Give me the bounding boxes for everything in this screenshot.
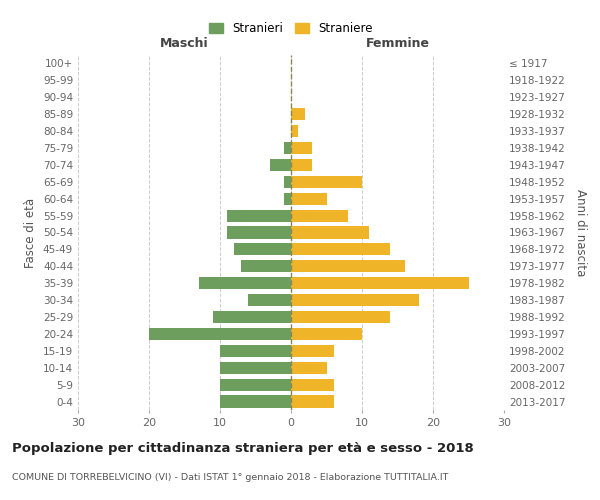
Bar bbox=[291, 210, 348, 222]
Bar bbox=[227, 226, 291, 238]
Bar bbox=[291, 244, 391, 256]
Y-axis label: Fasce di età: Fasce di età bbox=[25, 198, 37, 268]
Bar bbox=[291, 142, 313, 154]
Bar bbox=[291, 362, 326, 374]
Bar bbox=[270, 159, 291, 171]
Bar bbox=[291, 108, 305, 120]
Bar bbox=[291, 260, 404, 272]
Bar bbox=[291, 176, 362, 188]
Bar bbox=[220, 378, 291, 390]
Bar bbox=[291, 226, 369, 238]
Text: Femmine: Femmine bbox=[365, 37, 430, 50]
Bar bbox=[291, 294, 419, 306]
Bar bbox=[291, 277, 469, 289]
Bar bbox=[227, 210, 291, 222]
Text: Maschi: Maschi bbox=[160, 37, 209, 50]
Bar bbox=[291, 378, 334, 390]
Bar bbox=[284, 176, 291, 188]
Bar bbox=[149, 328, 291, 340]
Bar bbox=[248, 294, 291, 306]
Bar bbox=[291, 396, 334, 407]
Bar bbox=[213, 311, 291, 323]
Bar bbox=[291, 192, 326, 205]
Bar bbox=[220, 396, 291, 407]
Bar bbox=[284, 192, 291, 205]
Bar bbox=[220, 362, 291, 374]
Bar bbox=[291, 328, 362, 340]
Bar bbox=[291, 159, 313, 171]
Bar bbox=[220, 344, 291, 357]
Bar bbox=[291, 344, 334, 357]
Bar bbox=[234, 244, 291, 256]
Bar bbox=[241, 260, 291, 272]
Bar bbox=[291, 311, 391, 323]
Y-axis label: Anni di nascita: Anni di nascita bbox=[574, 189, 587, 276]
Bar bbox=[284, 142, 291, 154]
Text: Popolazione per cittadinanza straniera per età e sesso - 2018: Popolazione per cittadinanza straniera p… bbox=[12, 442, 474, 455]
Legend: Stranieri, Straniere: Stranieri, Straniere bbox=[205, 18, 377, 38]
Text: COMUNE DI TORREBELVICINO (VI) - Dati ISTAT 1° gennaio 2018 - Elaborazione TUTTIT: COMUNE DI TORREBELVICINO (VI) - Dati IST… bbox=[12, 474, 448, 482]
Bar bbox=[199, 277, 291, 289]
Bar bbox=[291, 125, 298, 137]
